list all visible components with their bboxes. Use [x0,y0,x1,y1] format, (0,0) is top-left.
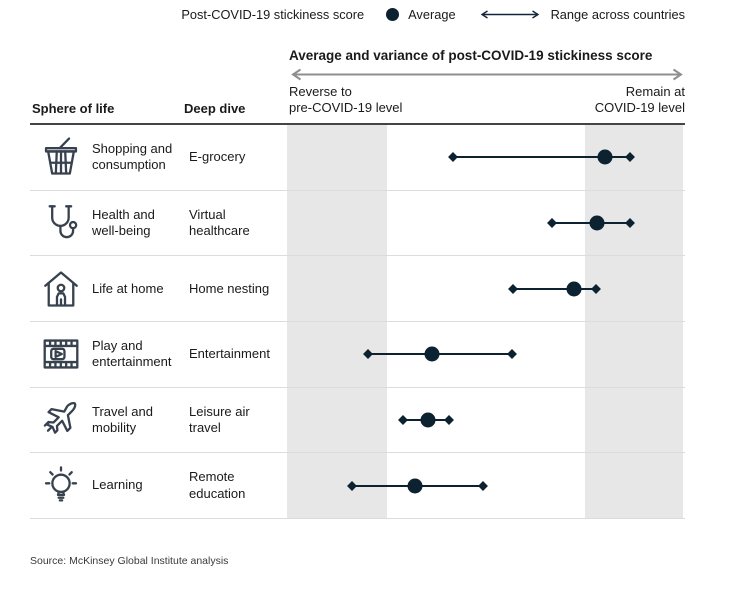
sphere-of-life-label: Health and well-being [92,206,155,238]
sphere-of-life-label: Play and entertainment [92,338,172,370]
sphere-of-life-label: Learning [92,477,143,493]
range-plot [289,125,685,190]
header-rule [30,123,685,125]
stickiness-table: Shopping and consumption E-grocery Health … [30,125,685,519]
film-play-icon [30,322,92,387]
sphere-of-life-label: Shopping and consumption [92,141,173,173]
range-min-marker [347,480,357,491]
axis-label-right: Remain at COVID-19 level [594,84,685,115]
legend-range-label: Range across countries [550,7,685,22]
range-max-marker [444,415,454,425]
sphere-of-life-label: Life at home [92,280,164,296]
table-row: Learning Remote education [30,453,685,519]
table-row: Travel and mobility Leisure air travel [30,388,685,454]
source-note: Source: McKinsey Global Institute analys… [30,555,229,567]
shaded-band-remain [585,125,683,519]
lightbulb-icon [30,453,92,518]
table-row: Play and entertainment Entertainment [30,322,685,388]
average-marker [566,281,582,297]
sphere-of-life-label: Travel and mobility [92,403,153,435]
range-min-marker [362,349,373,360]
range-max-marker [506,349,517,360]
rows: Shopping and consumption E-grocery Health … [30,125,685,519]
range-plot [289,191,685,256]
deep-dive-label: Virtual healthcare [189,206,250,238]
range-plot [289,322,685,387]
range-plot [289,388,685,453]
range-min-marker [447,152,458,163]
axis-direction-arrow-icon [291,68,683,81]
range-max-marker [625,152,635,163]
legend-score-label: Post-COVID-19 stickiness score [181,7,365,22]
table-row: Life at home Home nesting [30,256,685,322]
stethoscope-icon [30,191,92,256]
range-max-marker [478,480,488,491]
axis-labels: Reverse to pre-COVID-19 level Remain at … [289,84,685,116]
average-marker [420,412,436,428]
shaded-band-reverse [287,125,387,519]
shopping-basket-icon [30,125,92,190]
range-max-marker [625,218,635,228]
table-row: Shopping and consumption E-grocery [30,125,685,191]
range-max-marker [590,283,601,294]
chart-legend: Post-COVID-19 stickiness score Average R… [181,7,685,22]
chart-header: Average and variance of post-COVID-19 st… [289,48,685,116]
average-marker [589,215,605,231]
airplane-icon [30,388,92,453]
average-marker [407,478,423,494]
deep-dive-label: Leisure air travel [189,403,250,435]
average-marker [424,346,440,362]
range-min-marker [398,415,408,425]
range-plot [289,453,685,518]
range-line [452,156,630,159]
range-min-marker [508,283,519,294]
house-person-icon [30,256,92,321]
axis-label-left: Reverse to pre-COVID-19 level [289,84,403,115]
deep-dive-label: Entertainment [189,346,270,362]
average-dot-icon [386,8,400,21]
range-arrow-icon [480,10,539,19]
deep-dive-label: Remote education [189,469,246,501]
deep-dive-label: Home nesting [189,280,270,296]
column-header-deep-dive: Deep dive [184,101,246,116]
table-row: Health and well-being Virtual healthcare [30,191,685,257]
legend-average-label: Average [408,7,456,22]
deep-dive-label: E-grocery [189,149,246,165]
average-marker [597,149,613,165]
column-header-sphere: Sphere of life [32,101,115,116]
range-min-marker [546,218,557,228]
range-line [367,353,512,356]
chart-title: Average and variance of post-COVID-19 st… [289,48,653,63]
range-line [513,287,596,290]
range-plot [289,256,685,321]
